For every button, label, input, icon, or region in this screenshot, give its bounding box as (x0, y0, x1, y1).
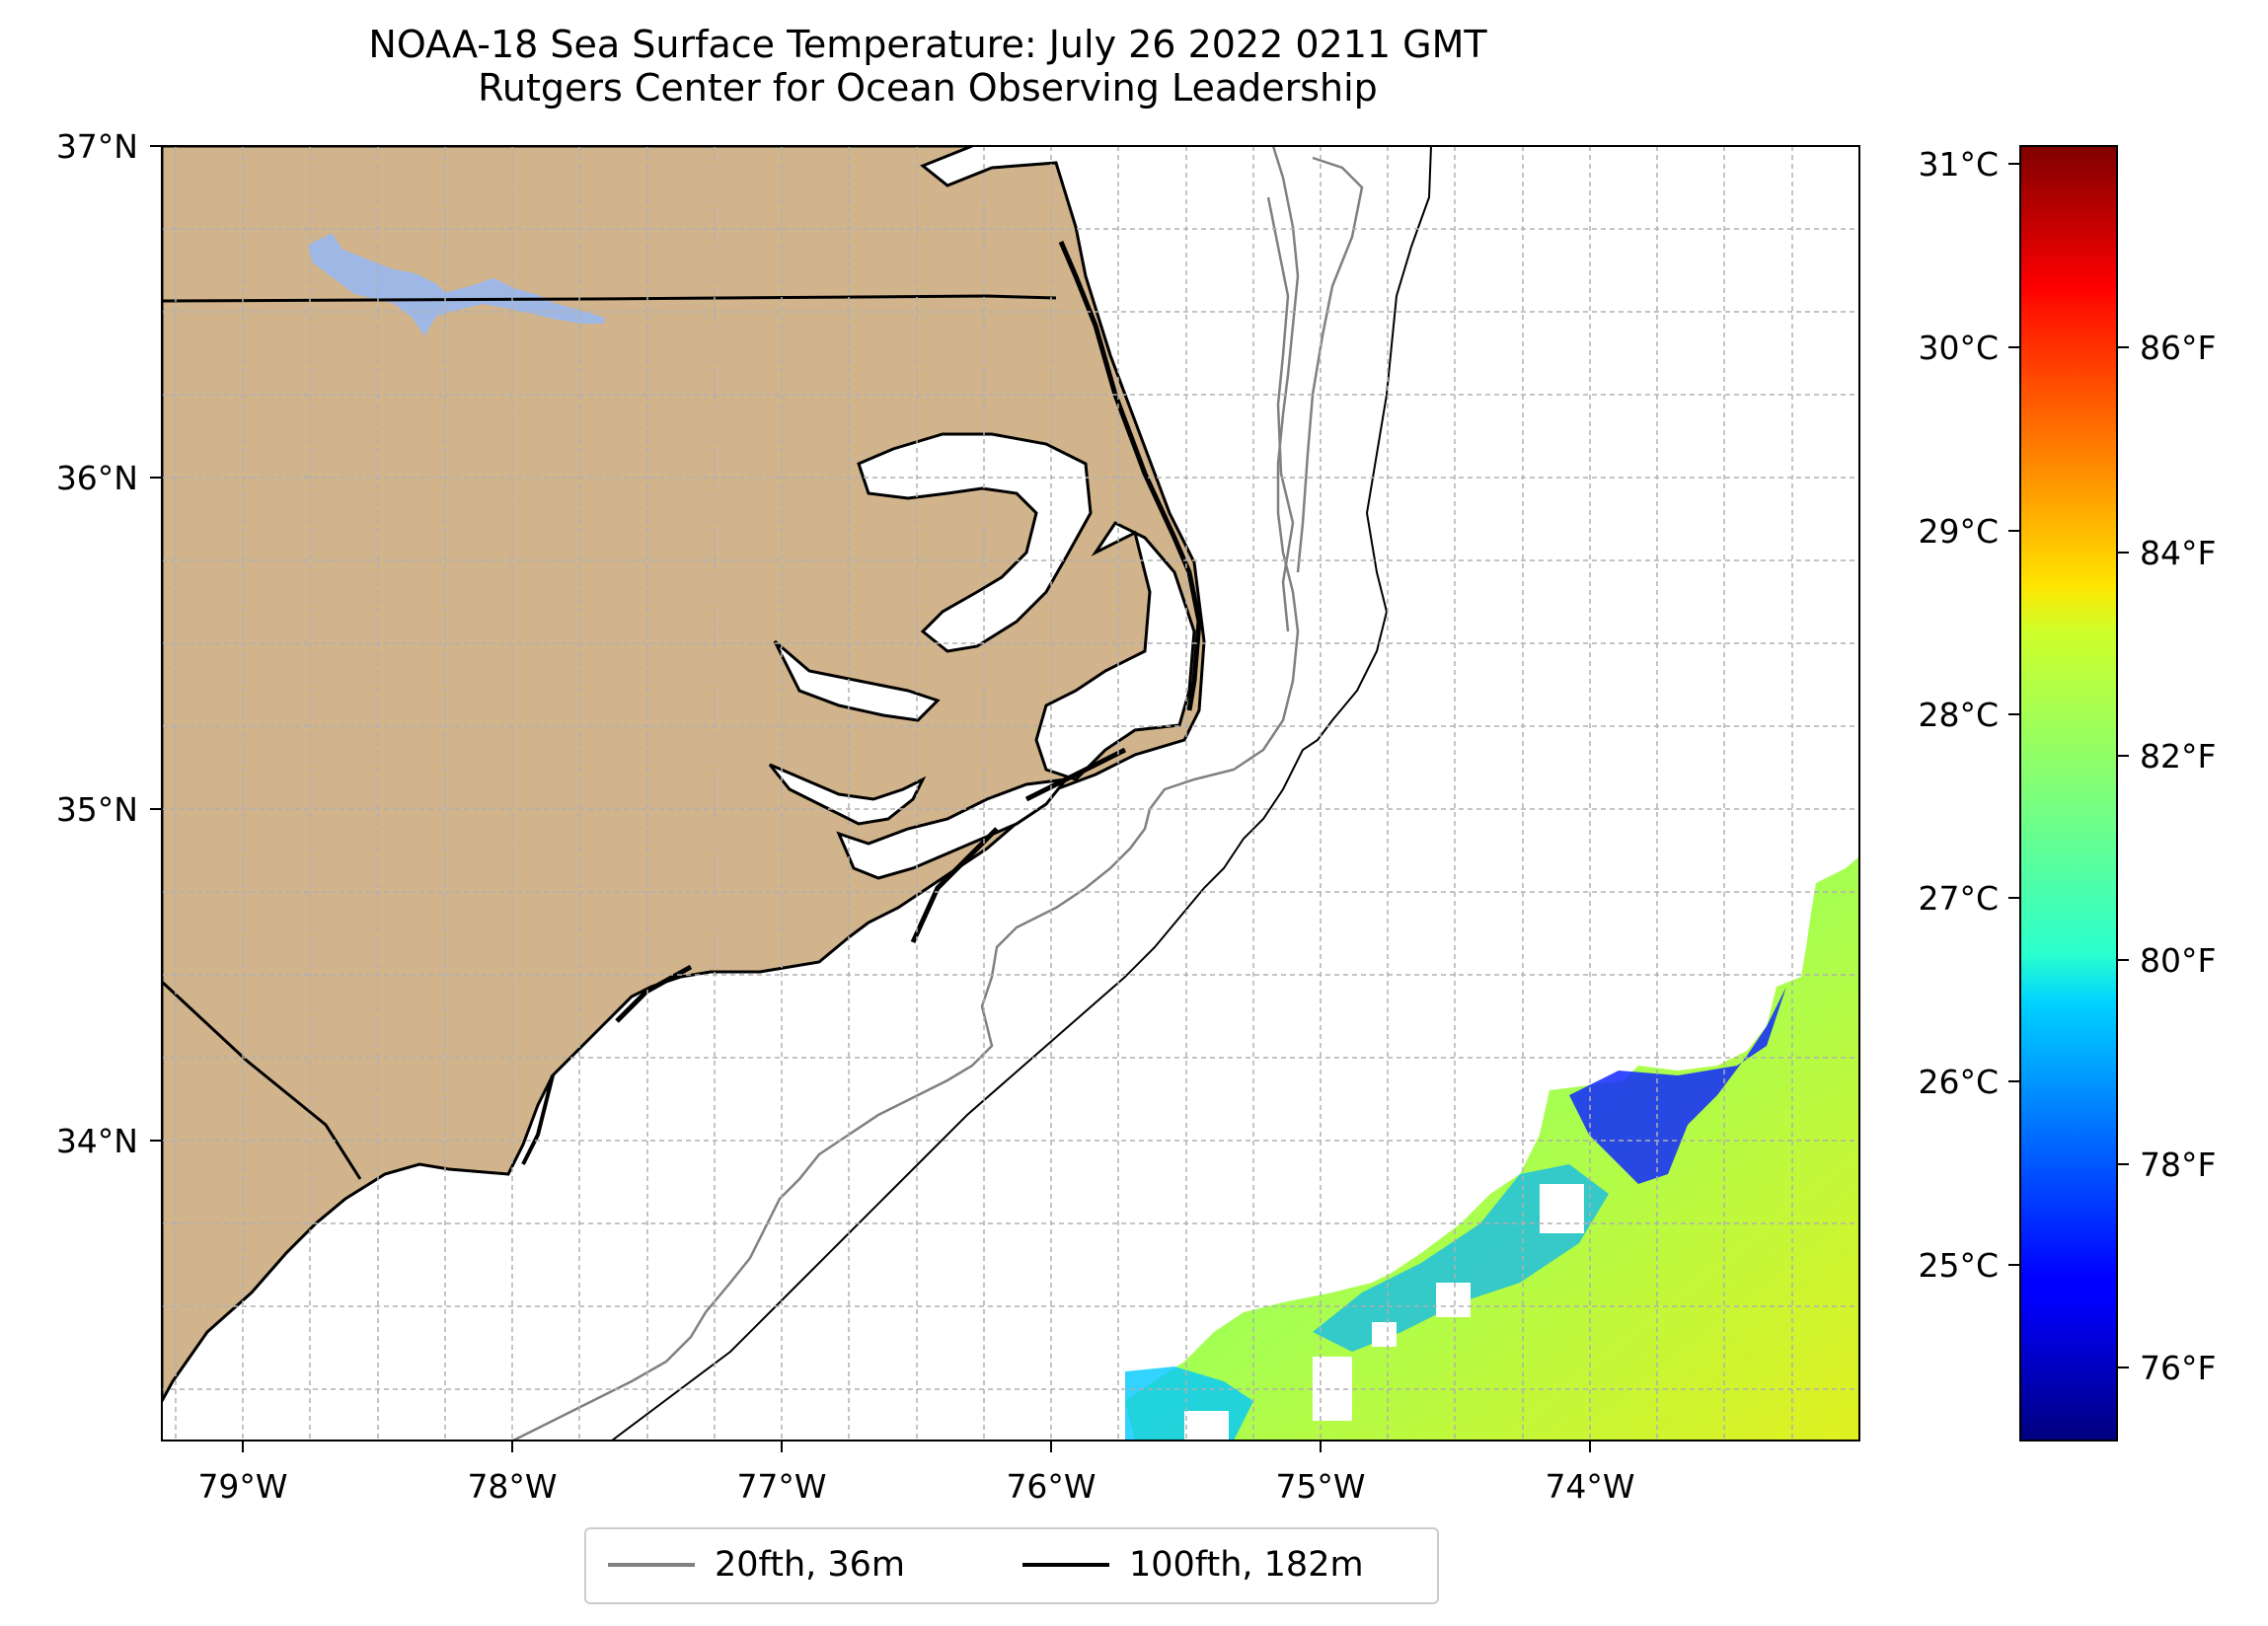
lon-tick-label: 74°W (1545, 1467, 1634, 1506)
map-title: NOAA-18 Sea Surface Temperature: July 26… (368, 23, 1487, 66)
fahrenheit-tick-label: 82°F (2140, 737, 2216, 776)
lon-tick-label: 78°W (467, 1467, 557, 1506)
isobath-100fth (611, 146, 1432, 1441)
lat-tick-label: 37°N (56, 127, 138, 166)
colorbar-celsius-ticks (2008, 163, 2020, 1266)
neuse-river (773, 639, 941, 722)
albemarle-sound (857, 432, 1093, 653)
celsius-tick-label: 30°C (1918, 329, 1999, 367)
lon-tick-label: 79°W (197, 1467, 287, 1506)
lon-tick-label: 77°W (736, 1467, 826, 1506)
cloud-gap (1372, 1322, 1397, 1347)
cloud-gap (1184, 1411, 1229, 1441)
map-frame (161, 145, 1860, 1441)
cloud-gap (1540, 1184, 1584, 1233)
fahrenheit-tick-label: 86°F (2140, 329, 2216, 367)
legend-line-black (1022, 1563, 1109, 1567)
map-subtitle: Rutgers Center for Ocean Observing Leade… (478, 66, 1378, 110)
sst-cold-edge (1313, 1164, 1609, 1352)
state-border-va-nc (162, 294, 1057, 303)
celsius-tick-label: 31°C (1918, 145, 1999, 184)
lat-tick-label: 36°N (56, 459, 138, 497)
celsius-tick-label: 26°C (1918, 1063, 1999, 1101)
state-border-nc-sc (162, 980, 362, 1180)
celsius-tick-label: 29°C (1918, 512, 1999, 551)
fahrenheit-tick-label: 80°F (2140, 941, 2216, 980)
legend-label: 20fth, 36m (715, 1545, 906, 1585)
sst-data-region (1125, 856, 1859, 1441)
legend-label: 100fth, 182m (1129, 1545, 1364, 1585)
lon-tick-label: 75°W (1275, 1467, 1365, 1506)
celsius-tick-label: 25°C (1918, 1246, 1999, 1285)
celsius-tick-label: 27°C (1918, 879, 1999, 918)
lon-tick-label: 76°W (1006, 1467, 1096, 1506)
lat-tick-label: 34°N (56, 1122, 138, 1160)
colorbar-fahrenheit-ticks (2117, 346, 2129, 1368)
cape-fear-river (521, 1074, 555, 1165)
legend-item-20fth: 20fth, 36m (608, 1545, 905, 1585)
gridlines (162, 146, 1859, 1441)
map-area (162, 146, 1859, 1441)
lower-sound (836, 777, 1070, 880)
fahrenheit-tick-label: 78°F (2140, 1146, 2216, 1184)
legend-line-gray (608, 1563, 695, 1567)
lon-ticks (242, 1441, 1591, 1452)
isobath-20fth-shoals (1266, 156, 1364, 632)
legend: 20fth, 36m 100fth, 182m (584, 1527, 1439, 1604)
colorbar (2019, 145, 2118, 1441)
isobath-20fth (512, 146, 1300, 1441)
pamlico-sound (1034, 521, 1196, 781)
cloud-gap (1436, 1283, 1471, 1317)
fahrenheit-tick-label: 84°F (2140, 534, 2216, 572)
barrier-islands (615, 241, 1202, 1023)
legend-item-100fth: 100fth, 182m (1022, 1545, 1364, 1585)
sst-cold-band (1569, 987, 1786, 1184)
lat-tick-label: 35°N (56, 790, 138, 829)
celsius-tick-label: 28°C (1918, 696, 1999, 734)
fahrenheit-tick-label: 76°F (2140, 1349, 2216, 1387)
lat-ticks (150, 145, 162, 1142)
